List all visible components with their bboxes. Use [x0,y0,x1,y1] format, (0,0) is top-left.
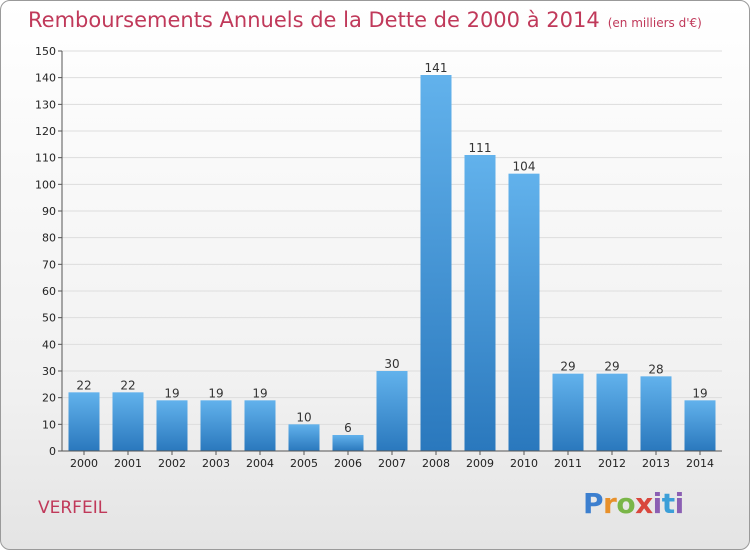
x-tick-label-2001: 2001 [114,457,142,470]
x-tick-label-2012: 2012 [598,457,626,470]
y-tick-label: 40 [42,338,56,351]
x-tick-label-2004: 2004 [246,457,274,470]
bar-2003 [200,400,232,451]
y-tick-label: 130 [35,98,56,111]
axes: 0 10 20 30 40 50 60 70 80 90 100 110 120 130 140 150 200… [35,45,722,470]
bar-2008 [420,75,452,451]
data-label-2000: 22 [76,378,91,392]
chart-title-text: Remboursements Annuels de la Dette de 20… [28,8,600,32]
y-tick-label: 140 [35,72,56,85]
data-label-2009: 111 [469,141,492,155]
data-label-2014: 19 [692,386,707,400]
x-tick-label-2013: 2013 [642,457,670,470]
y-tick-label: 110 [35,152,56,165]
commune-name: VERFEIL [38,498,108,518]
data-label-2003: 19 [208,386,223,400]
bar-2004 [244,400,276,451]
data-label-2012: 29 [604,360,619,374]
data-label-2001: 22 [120,378,135,392]
proxiti-logo: Proxiti [583,487,684,520]
x-tick-label-2000: 2000 [70,457,98,470]
x-tick-label-2006: 2006 [334,457,362,470]
unit-note: (en milliers d'€) [607,16,702,30]
y-tick-label: 70 [42,258,56,271]
x-tick-label-2007: 2007 [378,457,406,470]
data-label-2002: 19 [164,386,179,400]
bar-2002 [156,400,188,451]
y-tick-label: 50 [42,312,56,325]
x-tick-label-2003: 2003 [202,457,230,470]
bars: 22 22 19 19 19 10 6 30 141 111 104 29 29 28 19 [68,61,716,451]
data-label-2004: 19 [252,386,267,400]
y-tick-label: 80 [42,232,56,245]
y-tick-label: 150 [35,45,56,58]
data-label-2011: 29 [560,360,575,374]
y-tick-label: 120 [35,125,56,138]
bar-2006 [332,435,364,451]
y-tick-label: 0 [49,445,56,458]
x-tick-label-2005: 2005 [290,457,318,470]
y-tick-label: 100 [35,178,56,191]
x-tick-label-2002: 2002 [158,457,186,470]
bar-2005 [288,424,320,451]
bar-2013 [640,376,672,451]
x-tick-label-2010: 2010 [510,457,538,470]
bar-2010 [508,173,540,451]
y-tick-label: 90 [42,205,56,218]
y-tick-label: 20 [42,392,56,405]
chart-title: Remboursements Annuels de la Dette de 20… [28,8,702,32]
x-tick-label-2014: 2014 [686,457,714,470]
y-tick-label: 60 [42,285,56,298]
bar-2007 [376,371,408,451]
data-label-2008: 141 [425,61,448,75]
x-tick-label-2008: 2008 [422,457,450,470]
bar-2012 [596,373,628,451]
bar-2009 [464,155,496,451]
y-tick-label: 30 [42,365,56,378]
data-label-2007: 30 [384,357,399,371]
x-tick-label-2009: 2009 [466,457,494,470]
bar-2014 [684,400,716,451]
data-label-2010: 104 [513,160,536,174]
data-label-2013: 28 [648,362,663,376]
bar-2011 [552,373,584,451]
bar-2000 [68,392,100,451]
data-label-2006: 6 [344,421,352,435]
y-tick-label: 10 [42,418,56,431]
x-tick-label-2011: 2011 [554,457,582,470]
data-label-2005: 10 [296,410,311,424]
bar-2001 [112,392,144,451]
